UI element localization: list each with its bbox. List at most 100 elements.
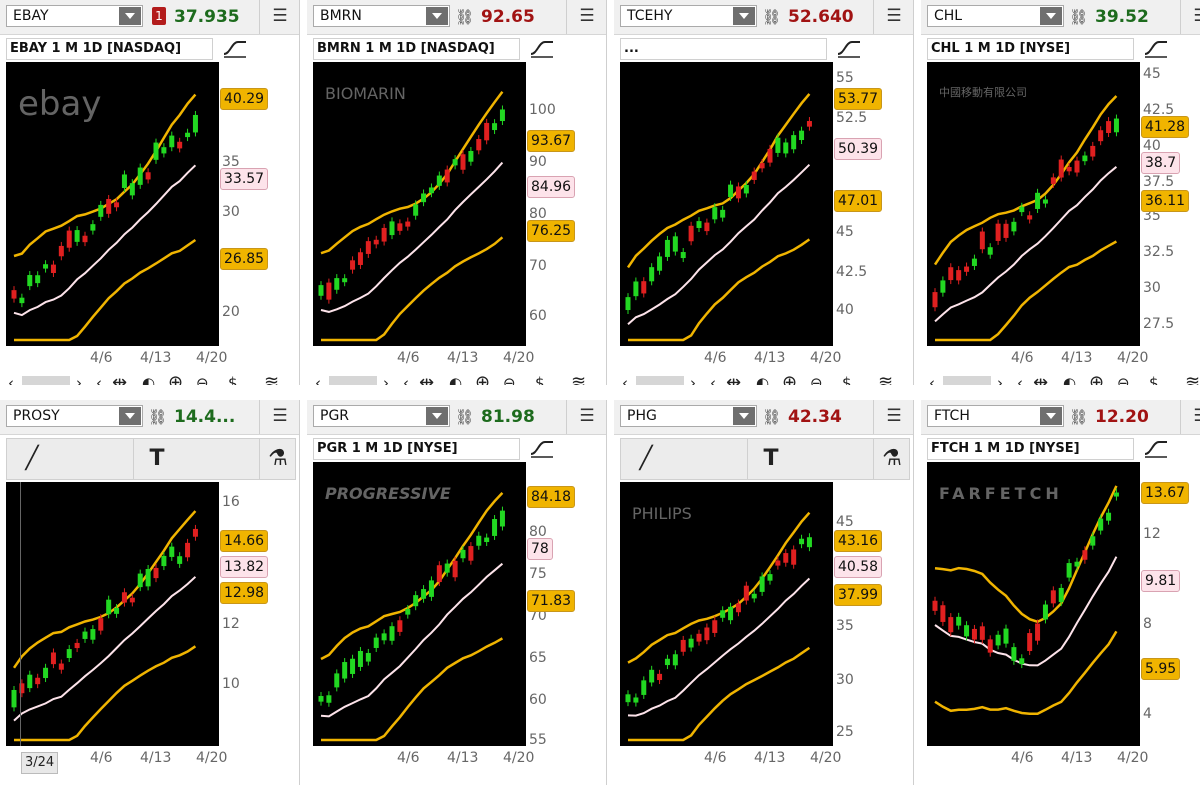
price-plot[interactable]: PHILIPS: [620, 482, 833, 746]
step-left-icon[interactable]: ‹: [403, 374, 409, 385]
crosshair-icon[interactable]: ◐: [756, 374, 770, 385]
link-icon[interactable]: ⛓: [762, 8, 782, 26]
zoom-in-icon[interactable]: ⊕: [782, 372, 798, 385]
line-tool-icon[interactable]: ╱: [25, 446, 39, 471]
menu-icon[interactable]: ☰: [873, 0, 913, 34]
studies-icon[interactable]: [1143, 36, 1169, 60]
symbol-selector[interactable]: EBAY: [6, 5, 143, 27]
zoom-out-icon[interactable]: ⊖: [196, 374, 209, 385]
pan-icon[interactable]: ⇹: [112, 372, 128, 385]
pan-icon[interactable]: ⇹: [419, 372, 435, 385]
link-icon[interactable]: ⛓: [148, 408, 168, 426]
line-tool-icon[interactable]: ╱: [639, 446, 653, 471]
pan-icon[interactable]: ⇹: [726, 372, 742, 385]
flask-icon[interactable]: ⚗: [882, 446, 902, 471]
chevron-down-icon[interactable]: [733, 407, 755, 425]
menu-icon[interactable]: ☰: [1180, 400, 1200, 434]
crosshair-icon[interactable]: ◐: [1063, 374, 1077, 385]
price-plot[interactable]: ebay: [6, 62, 219, 346]
price-chart-canvas[interactable]: [6, 482, 219, 746]
scroll-right-icon[interactable]: ›: [383, 374, 389, 385]
price-chart-canvas[interactable]: [313, 462, 526, 746]
step-left-icon[interactable]: ‹: [1017, 374, 1023, 385]
symbol-selector[interactable]: FTCH: [927, 405, 1064, 427]
price-plot[interactable]: FARFETCH: [927, 462, 1140, 746]
zoom-in-icon[interactable]: ⊕: [475, 372, 491, 385]
price-chart-canvas[interactable]: [620, 482, 833, 746]
studies-icon[interactable]: [529, 36, 555, 60]
step-left-icon[interactable]: ‹: [710, 374, 716, 385]
studies-icon[interactable]: [1143, 436, 1169, 460]
layers-icon[interactable]: ≋: [571, 372, 587, 385]
price-chart-canvas[interactable]: [620, 62, 833, 346]
chevron-down-icon[interactable]: [733, 7, 755, 25]
scroll-left-icon[interactable]: ‹: [622, 374, 628, 385]
scroll-thumb[interactable]: [329, 376, 377, 385]
scroll-left-icon[interactable]: ‹: [8, 374, 14, 385]
symbol-selector[interactable]: TCEHY: [620, 5, 757, 27]
menu-icon[interactable]: ☰: [259, 0, 299, 34]
text-tool-icon[interactable]: T: [763, 446, 779, 471]
price-plot[interactable]: BIOMARIN: [313, 62, 526, 346]
price-scale-icon[interactable]: $: [228, 374, 238, 385]
alert-badge[interactable]: 1: [152, 7, 166, 25]
chevron-down-icon[interactable]: [426, 7, 448, 25]
price-scale-icon[interactable]: $: [1149, 374, 1159, 385]
pan-icon[interactable]: ⇹: [1033, 372, 1049, 385]
price-plot[interactable]: [620, 62, 833, 346]
studies-icon[interactable]: [836, 36, 862, 60]
link-icon[interactable]: ⛓: [1069, 408, 1089, 426]
layers-icon[interactable]: ≋: [1185, 372, 1200, 385]
zoom-in-icon[interactable]: ⊕: [168, 372, 184, 385]
symbol-selector[interactable]: CHL: [927, 5, 1064, 27]
layers-icon[interactable]: ≋: [264, 372, 280, 385]
chevron-down-icon[interactable]: [119, 407, 141, 425]
step-left-icon[interactable]: ‹: [96, 374, 102, 385]
price-scale-icon[interactable]: $: [535, 374, 545, 385]
flask-icon[interactable]: ⚗: [268, 446, 288, 471]
price-chart-canvas[interactable]: [927, 462, 1140, 746]
price-chart-canvas[interactable]: [313, 62, 526, 346]
scroll-thumb[interactable]: [636, 376, 684, 385]
zoom-out-icon[interactable]: ⊖: [810, 374, 823, 385]
link-icon[interactable]: ⛓: [455, 408, 475, 426]
scroll-thumb[interactable]: [943, 376, 991, 385]
link-icon[interactable]: ⛓: [455, 8, 475, 26]
chevron-down-icon[interactable]: [119, 7, 141, 25]
link-icon[interactable]: ⛓: [762, 408, 782, 426]
price-plot[interactable]: 中國移動有限公司: [927, 62, 1140, 346]
scroll-right-icon[interactable]: ›: [997, 374, 1003, 385]
chevron-down-icon[interactable]: [1040, 7, 1062, 25]
zoom-in-icon[interactable]: ⊕: [1089, 372, 1105, 385]
chevron-down-icon[interactable]: [1040, 407, 1062, 425]
price-plot[interactable]: PROGRESSIVE: [313, 462, 526, 746]
scroll-right-icon[interactable]: ›: [76, 374, 82, 385]
menu-icon[interactable]: ☰: [566, 0, 606, 34]
layers-icon[interactable]: ≋: [878, 372, 894, 385]
scroll-right-icon[interactable]: ›: [690, 374, 696, 385]
menu-icon[interactable]: ☰: [566, 400, 606, 434]
link-icon[interactable]: ⛓: [1069, 8, 1089, 26]
menu-icon[interactable]: ☰: [1180, 0, 1200, 34]
price-chart-canvas[interactable]: [927, 62, 1140, 346]
price-scale-icon[interactable]: $: [842, 374, 852, 385]
menu-icon[interactable]: ☰: [259, 400, 299, 434]
studies-icon[interactable]: [222, 36, 248, 60]
crosshair-icon[interactable]: ◐: [449, 374, 463, 385]
text-tool-icon[interactable]: T: [149, 446, 165, 471]
scroll-thumb[interactable]: [22, 376, 70, 385]
scroll-left-icon[interactable]: ‹: [929, 374, 935, 385]
symbol-selector[interactable]: PGR: [313, 405, 450, 427]
symbol-selector[interactable]: BMRN: [313, 5, 450, 27]
zoom-out-icon[interactable]: ⊖: [503, 374, 516, 385]
symbol-selector[interactable]: PROSY: [6, 405, 143, 427]
chevron-down-icon[interactable]: [426, 407, 448, 425]
scroll-left-icon[interactable]: ‹: [315, 374, 321, 385]
zoom-out-icon[interactable]: ⊖: [1117, 374, 1130, 385]
menu-icon[interactable]: ☰: [873, 400, 913, 434]
studies-icon[interactable]: [529, 436, 555, 460]
price-plot[interactable]: [6, 482, 219, 746]
crosshair-icon[interactable]: ◐: [142, 374, 156, 385]
symbol-selector[interactable]: PHG: [620, 405, 757, 427]
price-chart-canvas[interactable]: [6, 62, 219, 346]
